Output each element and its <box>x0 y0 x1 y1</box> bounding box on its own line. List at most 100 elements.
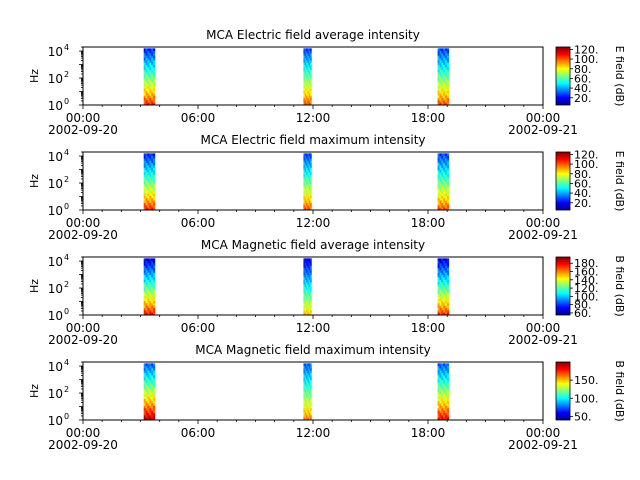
heatmap-cell <box>303 258 306 262</box>
heatmap-cell <box>145 365 148 369</box>
heatmap-cell <box>310 291 312 294</box>
heatmap-cell <box>446 153 450 157</box>
heatmap-cell <box>437 396 440 399</box>
heatmap-cell <box>439 410 442 413</box>
heatmap-cell <box>306 172 308 175</box>
heatmap-cell <box>443 153 446 157</box>
heatmap-cell <box>446 391 450 395</box>
heatmap-cell <box>308 384 311 388</box>
heatmap-cell <box>147 95 150 98</box>
heatmap-cell <box>306 291 308 294</box>
colorbar-tick-label: 120. <box>574 148 599 161</box>
heatmap-cell <box>304 95 307 98</box>
heatmap-cell <box>445 162 448 166</box>
heatmap-cell <box>306 174 308 178</box>
heatmap-cell <box>147 62 150 66</box>
heatmap-cell <box>153 53 156 56</box>
heatmap-cell <box>304 386 307 390</box>
heatmap-cell <box>445 62 448 66</box>
heatmap-cell <box>143 386 146 390</box>
heatmap-cell <box>306 69 308 73</box>
heatmap-cell <box>443 375 446 378</box>
heatmap-cell <box>303 386 306 390</box>
heatmap-cell <box>151 188 154 192</box>
heatmap-cell <box>145 167 148 171</box>
heatmap-cell <box>307 55 310 59</box>
heatmap-cell <box>306 181 308 185</box>
heatmap-cell <box>307 396 310 399</box>
heatmap-cell <box>153 200 156 203</box>
heatmap-cell <box>437 158 440 161</box>
heatmap-cell <box>439 412 442 416</box>
heatmap-cell <box>441 202 444 206</box>
heatmap-cell <box>443 295 446 299</box>
heatmap-cell <box>308 153 311 157</box>
heatmap-cell <box>304 370 307 374</box>
heatmap-cell <box>151 102 154 106</box>
heatmap-cell <box>304 412 307 416</box>
heatmap-cell <box>308 76 311 80</box>
heatmap-cell <box>307 281 310 285</box>
heatmap-cell <box>149 190 152 194</box>
heatmap-cell <box>145 74 148 77</box>
heatmap-cell <box>151 205 154 208</box>
heatmap-cell <box>147 291 150 294</box>
heatmap-cell <box>153 83 156 87</box>
heatmap-cell <box>145 263 148 266</box>
heatmap-cell <box>145 195 148 199</box>
heatmap-cell <box>443 167 446 171</box>
heatmap-cell <box>151 48 154 52</box>
heatmap-cell <box>307 165 310 168</box>
heatmap-cell <box>306 363 308 367</box>
heatmap-cell <box>303 302 306 306</box>
y-axis-label: Hz <box>28 174 41 188</box>
heatmap-cell <box>307 389 310 392</box>
heatmap-cell <box>441 377 444 381</box>
heatmap-cell <box>306 202 308 206</box>
heatmap-cell <box>306 183 308 187</box>
heatmap-cell <box>143 160 146 164</box>
heatmap-cell <box>149 286 152 290</box>
heatmap-cell <box>147 307 150 311</box>
heatmap-cell <box>149 160 152 164</box>
heatmap-cell <box>308 55 311 59</box>
heatmap-cell <box>437 365 440 369</box>
heatmap-cell <box>310 179 312 182</box>
heatmap-cell <box>437 100 440 103</box>
heatmap-cell <box>149 368 152 371</box>
heatmap-cell <box>143 288 146 292</box>
heatmap-cell <box>147 310 150 313</box>
heatmap-cell <box>443 97 446 101</box>
heatmap-cell <box>443 162 446 166</box>
heatmap-cell <box>149 305 152 308</box>
heatmap-cell <box>147 379 150 383</box>
heatmap-cell <box>439 172 442 175</box>
heatmap-cell <box>303 95 306 98</box>
heatmap-cell <box>306 295 308 299</box>
heatmap-cell <box>153 92 156 96</box>
heatmap-cell <box>304 279 307 283</box>
colorbar-tick-label: 140. <box>574 274 599 287</box>
heatmap-cell <box>439 305 442 308</box>
heatmap-cell <box>149 393 152 397</box>
heatmap-cell <box>306 158 308 161</box>
spectrogram-pass-2 <box>303 258 312 316</box>
heatmap-cell <box>445 153 448 157</box>
heatmap-cell <box>439 55 442 59</box>
heatmap-cell <box>143 90 146 94</box>
heatmap-cell <box>446 97 450 101</box>
heatmap-cell <box>308 190 311 194</box>
heatmap-cell <box>307 258 310 262</box>
heatmap-cell <box>445 410 448 413</box>
heatmap-cell <box>445 176 448 180</box>
heatmap-cell <box>147 71 150 75</box>
heatmap-cell <box>147 190 150 194</box>
heatmap-cell <box>151 179 154 182</box>
heatmap-cell <box>151 193 154 196</box>
heatmap-cell <box>143 298 146 301</box>
heatmap-cell <box>308 181 311 185</box>
spectrogram-pass-3 <box>437 363 450 421</box>
heatmap-cell <box>307 188 310 192</box>
heatmap-cell <box>143 71 146 75</box>
heatmap-cell <box>143 162 146 166</box>
